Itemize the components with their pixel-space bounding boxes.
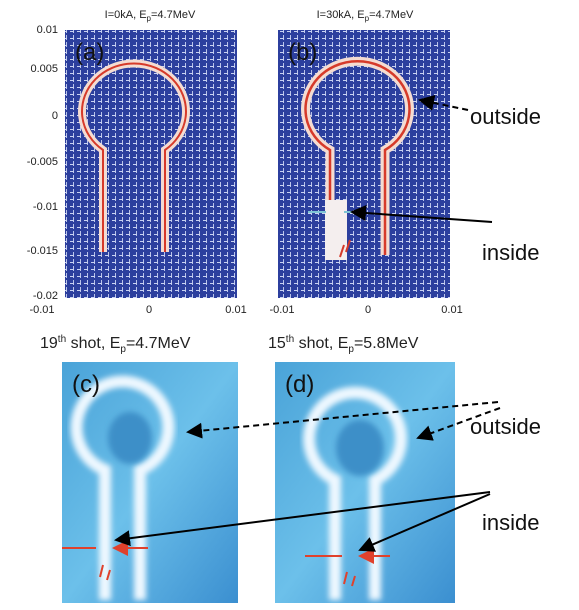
annotation: outside [470, 414, 541, 439]
y-tick-label: -0.02 [33, 290, 58, 302]
panel-label: (d) [285, 371, 314, 398]
annotation: inside [482, 510, 539, 535]
title-part: shot, E [294, 335, 348, 352]
panel-label: (b) [288, 39, 317, 66]
annotation: outside [470, 104, 541, 129]
x-tick-label: 0 [146, 304, 152, 316]
panel-label: (c) [72, 371, 100, 398]
title-part: I=0kA, E [105, 9, 147, 21]
title-part: 19 [40, 335, 58, 352]
panel-title: 19th shot, Ep=4.7MeV [40, 334, 191, 355]
y-tick-label: 0.005 [30, 63, 58, 75]
x-tick-label: 0.01 [225, 304, 246, 316]
title-part: =4.7MeV [369, 9, 414, 21]
panel-title: I=30kA, Ep=4.7MeV [317, 9, 414, 23]
loop-center [336, 420, 384, 476]
y-tick-label: -0.005 [27, 156, 58, 168]
title-part: =4.7MeV [126, 335, 191, 352]
y-tick-label: -0.015 [27, 245, 58, 257]
y-tick-label: -0.01 [33, 201, 58, 213]
x-tick-label: 0 [365, 304, 371, 316]
title-sup: th [286, 334, 294, 345]
annotation: inside [482, 240, 539, 265]
y-tick-label: 0 [52, 110, 58, 122]
title-sup: th [58, 334, 66, 345]
panel-label: (a) [75, 39, 104, 66]
title-part: I=30kA, E [317, 9, 365, 21]
x-tick-label: 0.01 [441, 304, 462, 316]
field-map [278, 30, 450, 298]
title-part: =4.7MeV [151, 9, 196, 21]
loop-center [108, 412, 152, 464]
title-part: 15 [268, 335, 286, 352]
panel-title: I=0kA, Ep=4.7MeV [105, 9, 196, 23]
x-ticks: -0.01 0 0.01 -0.01 0 0.01 [29, 304, 462, 316]
y-tick-label: 0.01 [37, 24, 58, 36]
x-tick-label: -0.01 [29, 304, 54, 316]
field-map [65, 30, 237, 298]
y-ticks: 0.01 0.005 0 -0.005 -0.01 -0.015 -0.02 [27, 24, 58, 302]
title-part: =5.8MeV [354, 335, 419, 352]
panel-title: 15th shot, Ep=5.8MeV [268, 334, 419, 355]
inside-region [325, 200, 347, 260]
x-tick-label: -0.01 [269, 304, 294, 316]
title-part: shot, E [66, 335, 120, 352]
figure: (a) I=0kA, Ep=4.7MeV (b) I=30kA, Ep=4.7M… [0, 0, 579, 610]
